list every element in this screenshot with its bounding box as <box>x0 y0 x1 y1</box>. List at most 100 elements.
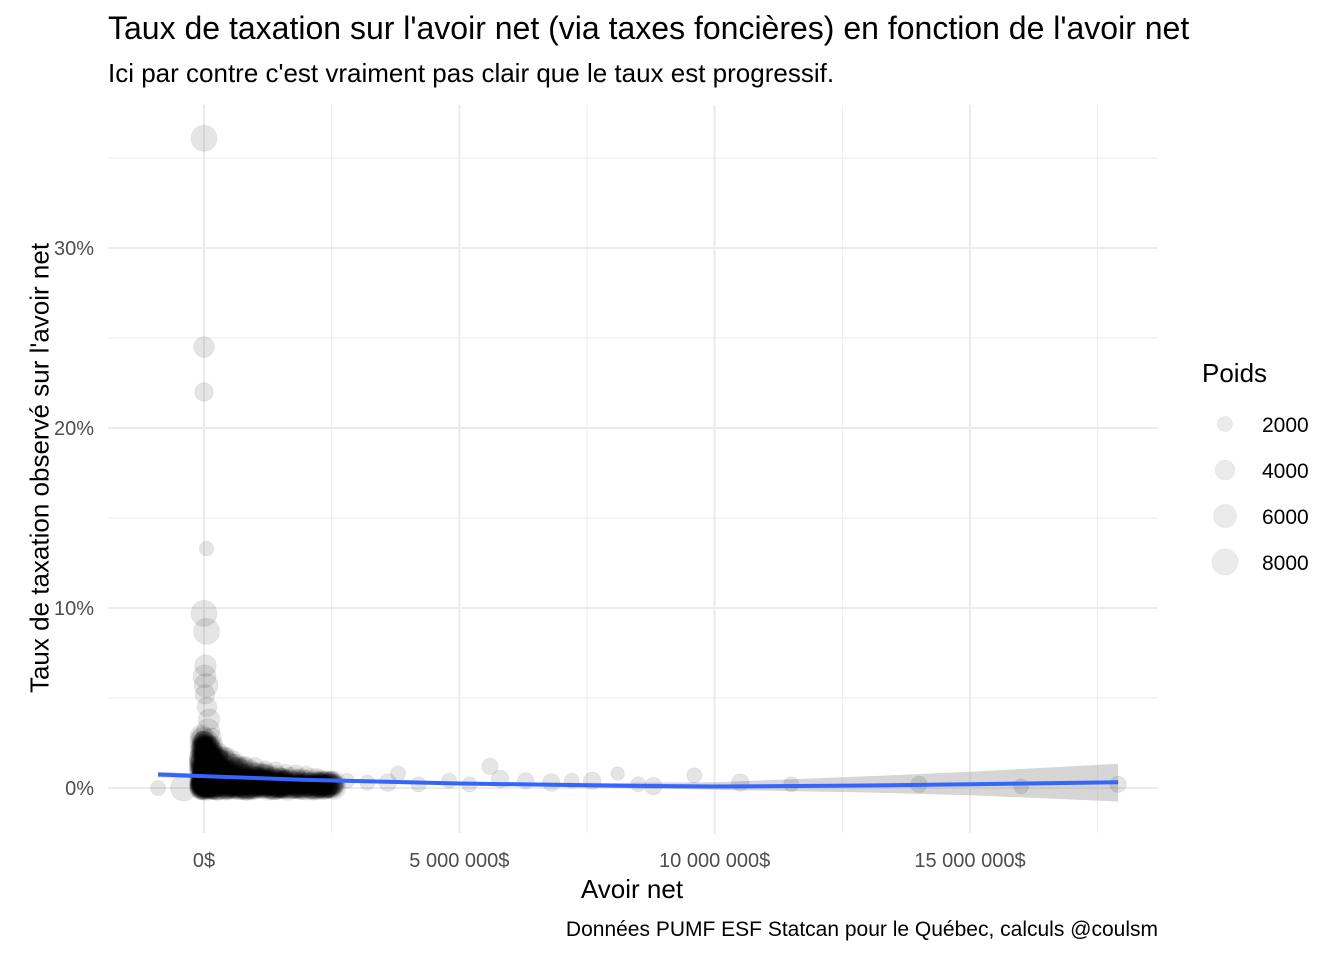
cluster-point <box>218 779 231 792</box>
cluster-point <box>282 776 306 799</box>
cluster-point <box>208 748 233 773</box>
cluster-point <box>189 775 214 801</box>
cluster-point <box>222 753 241 772</box>
cluster-point <box>304 779 322 796</box>
cluster-point <box>200 742 221 764</box>
cluster-point <box>268 780 284 796</box>
data-point <box>197 708 221 731</box>
cluster-point <box>308 771 331 794</box>
cluster-point <box>195 756 208 769</box>
cluster-point <box>244 774 269 800</box>
cluster-point <box>193 736 213 756</box>
cluster-point <box>194 753 219 777</box>
cluster-point <box>209 752 224 767</box>
cluster-point <box>222 777 242 796</box>
cluster-point <box>289 777 311 799</box>
cluster-point <box>197 751 223 776</box>
cluster-point <box>250 777 271 799</box>
data-point <box>193 617 221 645</box>
cluster-point <box>229 773 255 799</box>
cluster-point <box>192 756 211 775</box>
cluster-point <box>214 773 241 800</box>
cluster-point <box>203 749 223 770</box>
cluster-point <box>309 777 331 799</box>
cluster-point <box>276 776 298 798</box>
cluster-point <box>207 775 227 795</box>
cluster-point <box>242 769 266 792</box>
cluster-point <box>202 779 221 797</box>
cluster-point <box>190 750 216 776</box>
cluster-point <box>213 754 237 778</box>
cluster-point <box>192 775 212 795</box>
cluster-point <box>314 779 332 797</box>
cluster-point <box>221 769 242 790</box>
cluster-point <box>201 775 225 799</box>
cluster-point <box>245 776 266 797</box>
cluster-point <box>288 770 313 795</box>
cluster-point <box>193 779 210 795</box>
cluster-point <box>235 775 261 801</box>
cluster-point <box>200 780 217 796</box>
cluster-point <box>201 738 218 755</box>
cluster-point <box>191 777 212 799</box>
cluster-point <box>195 756 217 777</box>
cluster-point <box>250 771 270 790</box>
cluster-point <box>191 730 216 756</box>
cluster-point <box>200 751 214 765</box>
data-point <box>1109 775 1127 794</box>
cluster-point <box>229 779 248 797</box>
cluster-point <box>206 781 219 794</box>
cluster-point <box>195 747 214 766</box>
cluster-point <box>251 763 277 789</box>
cluster-point <box>194 781 209 795</box>
cluster-point <box>188 774 215 801</box>
cluster-point <box>262 769 289 796</box>
cluster-point <box>193 749 211 767</box>
legend-key-circle <box>1211 548 1239 576</box>
cluster-point <box>193 779 210 797</box>
cluster-point <box>240 775 266 801</box>
y-tick-label: 0% <box>65 778 94 800</box>
cluster-point <box>207 753 230 775</box>
data-point <box>190 599 218 627</box>
cluster-point <box>190 772 213 796</box>
cluster-point <box>209 751 232 774</box>
cluster-point <box>267 778 288 798</box>
cluster-point <box>241 764 264 786</box>
cluster-point <box>253 764 277 787</box>
cluster-point <box>192 742 213 763</box>
cluster-point <box>277 769 302 794</box>
cluster-point <box>195 739 221 765</box>
cluster-point <box>190 766 216 791</box>
cluster-point <box>191 734 216 760</box>
cluster-point <box>232 779 250 797</box>
cluster-point <box>193 774 210 791</box>
cluster-point <box>241 766 259 785</box>
chart-title: Taux de taxation sur l'avoir net (via ta… <box>108 10 1190 46</box>
cluster-point <box>253 776 277 800</box>
cluster-point <box>272 776 293 797</box>
cluster-point <box>261 776 285 800</box>
cluster-point <box>200 772 225 798</box>
cluster-point <box>201 779 216 794</box>
cluster-point <box>212 746 238 772</box>
cluster-point <box>211 748 224 761</box>
y-tick-label: 10% <box>54 598 94 620</box>
cluster-point <box>234 776 255 797</box>
cluster-point <box>258 779 277 797</box>
cluster-point <box>261 780 276 796</box>
cluster-point <box>224 776 248 800</box>
cluster-point <box>195 776 215 797</box>
cluster-point <box>195 743 210 758</box>
cluster-point <box>293 778 312 797</box>
cluster-point <box>192 737 211 757</box>
cluster-point <box>319 771 344 795</box>
data-point <box>610 766 625 781</box>
cluster-point <box>291 778 309 796</box>
cluster-point <box>230 780 243 794</box>
cluster-point <box>213 750 240 777</box>
cluster-point <box>204 742 219 757</box>
cluster-point <box>191 741 214 764</box>
cluster-point <box>272 779 290 797</box>
